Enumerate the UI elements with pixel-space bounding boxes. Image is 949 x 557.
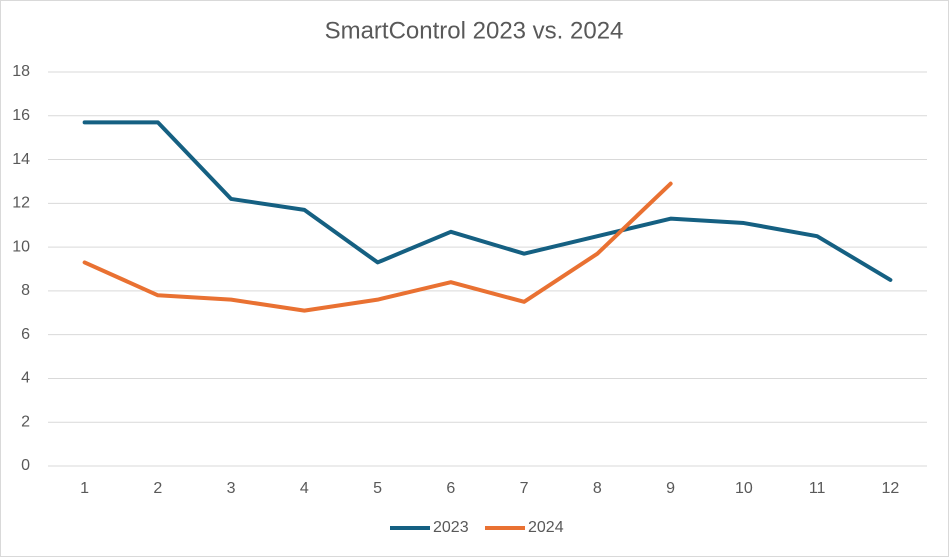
x-tick-label: 3	[227, 480, 236, 497]
x-tick-label: 5	[373, 480, 382, 497]
y-tick-label: 4	[21, 370, 30, 387]
y-tick-label: 12	[12, 195, 30, 212]
series-line	[82, 120, 893, 282]
x-tick-label: 1	[80, 480, 89, 497]
y-tick-label: 6	[21, 326, 30, 343]
x-tick-label: 7	[520, 480, 529, 497]
x-tick-label: 10	[735, 480, 753, 497]
legend-label: 2023	[433, 519, 469, 536]
x-tick-label: 4	[300, 480, 309, 497]
y-tick-label: 16	[12, 107, 30, 124]
y-tick-label: 14	[12, 151, 30, 168]
y-tick-label: 8	[21, 282, 30, 299]
x-tick-label: 6	[446, 480, 455, 497]
x-tick-label: 12	[881, 480, 899, 497]
y-tick-label: 18	[12, 63, 30, 80]
y-tick-label: 0	[21, 457, 30, 474]
x-tick-label: 11	[809, 480, 826, 497]
series-line	[82, 181, 673, 313]
x-tick-label: 2	[153, 480, 162, 497]
legend-label: 2024	[528, 519, 564, 536]
x-tick-label: 9	[666, 480, 675, 497]
chart-title: SmartControl 2023 vs. 2024	[325, 17, 624, 44]
y-tick-label: 10	[12, 238, 30, 255]
y-tick-label: 2	[21, 413, 30, 430]
x-tick-label: 8	[593, 480, 602, 497]
